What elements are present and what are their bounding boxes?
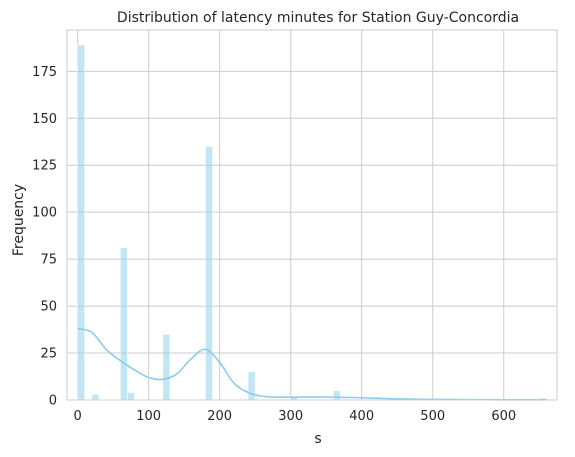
- chart-title: Distribution of latency minutes for Stat…: [117, 10, 519, 26]
- y-tick-label: 75: [40, 253, 57, 268]
- histogram-bar: [127, 392, 135, 401]
- histogram-bar: [333, 390, 341, 401]
- x-tick-label: 500: [420, 409, 445, 424]
- histogram-bar: [247, 371, 256, 401]
- x-tick-label: 600: [491, 409, 516, 424]
- y-tick-label: 150: [32, 112, 57, 127]
- plot-frame: [66, 29, 558, 401]
- x-tick-label: 0: [74, 409, 82, 424]
- x-tick-label: 200: [207, 409, 232, 424]
- y-tick-labels: 0 25 50 75 100 125 150 175: [32, 65, 57, 409]
- histogram-bar: [77, 44, 86, 401]
- x-tick-label: 100: [136, 409, 161, 424]
- y-axis-label: Frequency: [11, 184, 27, 256]
- y-tick-label: 50: [40, 300, 57, 315]
- x-tick-labels: 0 100 200 300 400 500 600: [74, 409, 517, 424]
- y-tick-label: 100: [32, 206, 57, 221]
- plot-area: [67, 30, 557, 400]
- histogram-bar: [119, 247, 128, 401]
- kde-curve: [77, 327, 547, 401]
- histogram-bar: [205, 146, 213, 401]
- histogram-bar: [91, 394, 100, 401]
- x-tick-label: 300: [278, 409, 303, 424]
- histogram-bar: [162, 333, 171, 401]
- y-tick-label: 175: [32, 65, 57, 80]
- grid-lines: [67, 30, 557, 401]
- x-axis-label: s: [314, 431, 321, 447]
- y-tick-label: 125: [32, 159, 57, 174]
- y-tick-label: 25: [40, 347, 57, 362]
- y-tick-label: 0: [49, 394, 57, 409]
- x-tick-label: 400: [349, 409, 374, 424]
